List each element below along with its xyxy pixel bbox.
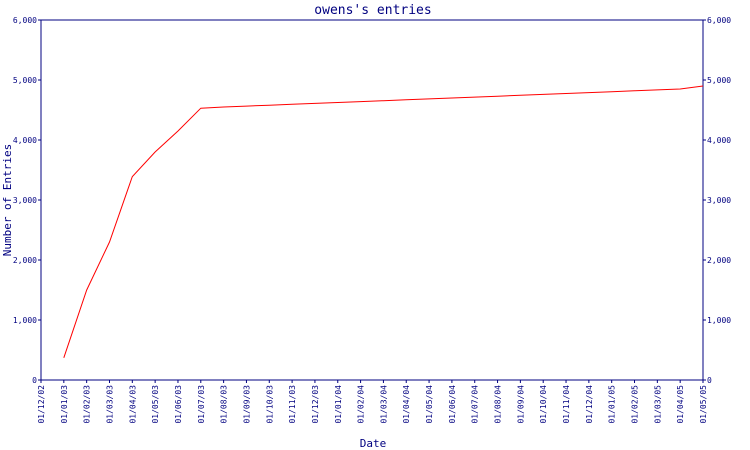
y-tick-label-right: 2,000 bbox=[707, 256, 731, 265]
y-tick-label-left: 1,000 bbox=[13, 316, 37, 325]
x-axis: 01/12/02 01/01/03 01/02/03 01/03/03 01/04/03… bbox=[37, 380, 708, 424]
x-tick-label: 01/06/03 bbox=[174, 385, 183, 424]
x-tick-label: 01/02/05 bbox=[631, 385, 640, 424]
x-tick-label: 01/07/04 bbox=[471, 385, 480, 424]
x-tick-label: 01/08/03 bbox=[220, 385, 229, 424]
y-tick-label-right: 1,000 bbox=[707, 316, 731, 325]
x-tick-label: 01/04/04 bbox=[402, 385, 411, 424]
x-tick-label: 01/03/04 bbox=[379, 385, 388, 424]
x-tick-label: 01/01/05 bbox=[608, 385, 617, 424]
x-tick-label: 01/09/03 bbox=[242, 385, 251, 424]
x-tick-label: 01/06/04 bbox=[448, 385, 457, 424]
x-axis-label: Date bbox=[360, 437, 387, 450]
x-tick-label: 01/09/04 bbox=[516, 385, 525, 424]
x-tick-label: 01/11/03 bbox=[288, 385, 297, 424]
y-tick-label-right: 5,000 bbox=[707, 76, 731, 85]
x-tick-label: 01/01/04 bbox=[334, 385, 343, 424]
x-tick-label: 01/03/03 bbox=[105, 385, 114, 424]
y-tick-label-right: 3,000 bbox=[707, 196, 731, 205]
x-tick-label: 01/12/02 bbox=[37, 385, 46, 424]
x-tick-label: 01/07/03 bbox=[197, 385, 206, 424]
x-tick-label: 01/12/04 bbox=[585, 385, 594, 424]
chart-title: owens's entries bbox=[314, 3, 431, 18]
x-tick-label: 01/05/05 bbox=[699, 385, 708, 424]
y-axis-left: 0 1,000 2,000 3,000 4,000 5,000 6,000 bbox=[13, 16, 41, 385]
y-tick-label-left: 5,000 bbox=[13, 76, 37, 85]
series-layer bbox=[63, 85, 704, 358]
x-tick-label: 01/05/04 bbox=[425, 385, 434, 424]
x-tick-label: 01/04/05 bbox=[676, 385, 685, 424]
y-tick-label-left: 2,000 bbox=[13, 256, 37, 265]
x-tick-label: 01/03/05 bbox=[653, 385, 662, 424]
x-tick-label: 01/05/03 bbox=[151, 385, 160, 424]
y-axis-right: 0 1,000 2,000 3,000 4,000 5,000 6,000 bbox=[703, 16, 731, 385]
y-axis-label: Number of Entries bbox=[1, 144, 14, 257]
x-tick-label: 01/02/03 bbox=[83, 385, 92, 424]
y-tick-label-right: 4,000 bbox=[707, 136, 731, 145]
y-tick-label-left: 6,000 bbox=[13, 16, 37, 25]
y-tick-label-right: 0 bbox=[707, 376, 712, 385]
y-tick-label-left: 0 bbox=[32, 376, 37, 385]
y-tick-label-left: 3,000 bbox=[13, 196, 37, 205]
x-tick-label: 01/10/03 bbox=[265, 385, 274, 424]
y-tick-label-left: 4,000 bbox=[13, 136, 37, 145]
x-tick-label: 01/04/03 bbox=[128, 385, 137, 424]
x-tick-label: 01/08/04 bbox=[494, 385, 503, 424]
x-tick-label: 01/12/03 bbox=[311, 385, 320, 424]
plot-area-frame bbox=[40, 19, 704, 381]
x-tick-label: 01/01/03 bbox=[60, 385, 69, 424]
x-tick-label: 01/10/04 bbox=[539, 385, 548, 424]
x-tick-label: 01/02/04 bbox=[357, 385, 366, 424]
series-line bbox=[63, 85, 704, 358]
x-tick-label: 01/11/04 bbox=[562, 385, 571, 424]
y-tick-label-right: 6,000 bbox=[707, 16, 731, 25]
